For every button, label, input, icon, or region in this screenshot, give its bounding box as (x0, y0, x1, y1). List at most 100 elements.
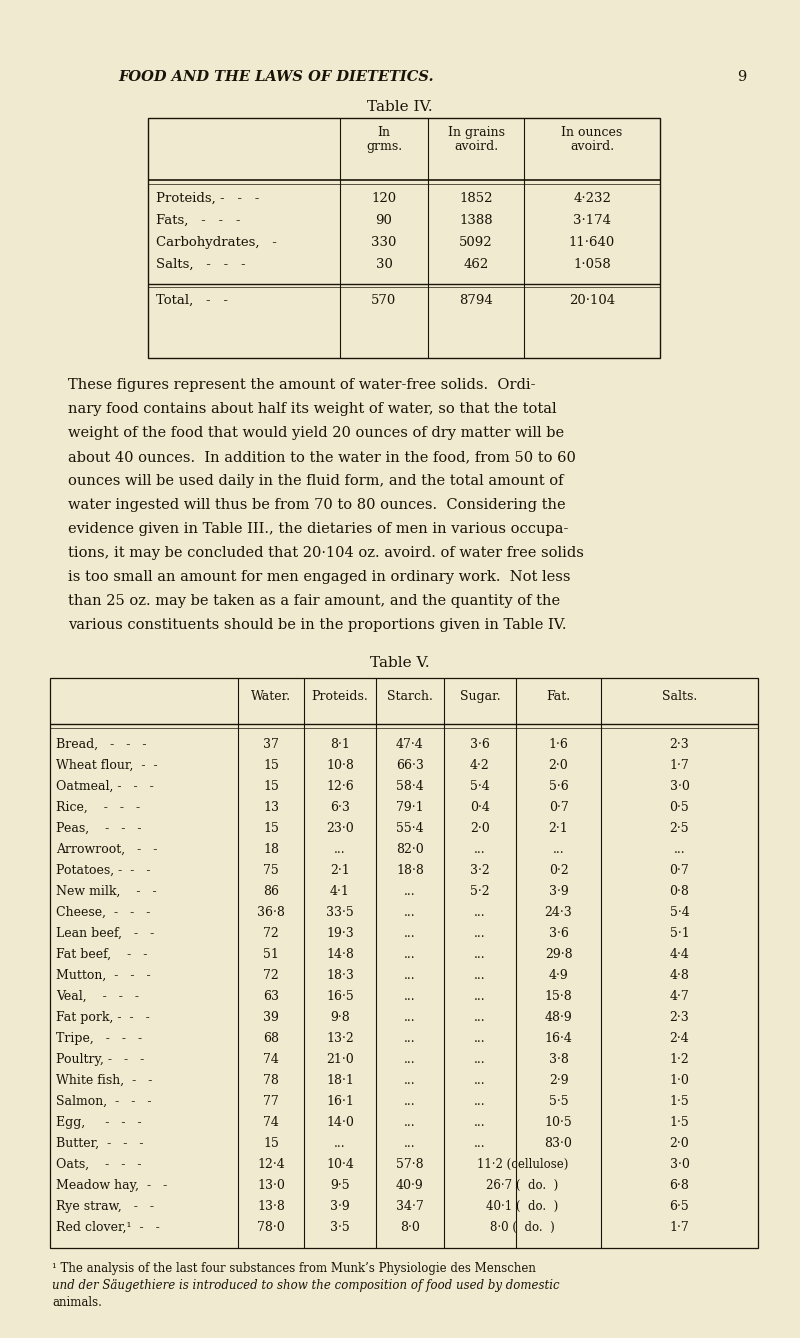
Text: 8794: 8794 (459, 294, 493, 306)
Text: ...: ... (404, 884, 416, 898)
Text: 2·0: 2·0 (549, 759, 568, 772)
Text: 78·0: 78·0 (257, 1222, 285, 1234)
Text: 5·2: 5·2 (470, 884, 490, 898)
Text: 0·2: 0·2 (549, 864, 568, 876)
Text: ...: ... (474, 949, 486, 961)
Text: 2·3: 2·3 (670, 739, 690, 751)
Text: ...: ... (474, 906, 486, 919)
Text: 21·0: 21·0 (326, 1053, 354, 1066)
Text: 3·6: 3·6 (549, 927, 569, 941)
Text: 26·7 (  do.  ): 26·7 ( do. ) (486, 1179, 558, 1192)
Text: 4·1: 4·1 (330, 884, 350, 898)
Text: Table V.: Table V. (370, 656, 430, 670)
Text: 78: 78 (263, 1074, 279, 1086)
Text: 15: 15 (263, 1137, 279, 1149)
Text: ...: ... (674, 843, 686, 856)
Text: ...: ... (474, 1032, 486, 1045)
Text: 10·8: 10·8 (326, 759, 354, 772)
Text: ...: ... (404, 969, 416, 982)
Text: water ingested will thus be from 70 to 80 ounces.  Considering the: water ingested will thus be from 70 to 8… (68, 498, 566, 512)
Text: 5·1: 5·1 (670, 927, 690, 941)
Text: 14·0: 14·0 (326, 1116, 354, 1129)
Text: 3·0: 3·0 (670, 780, 690, 793)
Text: 4·2: 4·2 (470, 759, 490, 772)
Text: Lean beef,   -   -: Lean beef, - - (56, 927, 154, 941)
Text: various constituents should be in the proportions given in Table IV.: various constituents should be in the pr… (68, 618, 566, 632)
Text: 11·640: 11·640 (569, 235, 615, 249)
Text: 0·7: 0·7 (549, 801, 568, 814)
Text: ...: ... (474, 927, 486, 941)
Text: 34·7: 34·7 (396, 1200, 424, 1214)
Text: Poultry, -   -   -: Poultry, - - - (56, 1053, 144, 1066)
Text: 3·0: 3·0 (670, 1157, 690, 1171)
Text: 20·104: 20·104 (569, 294, 615, 306)
Text: 13: 13 (263, 801, 279, 814)
Text: 2·9: 2·9 (549, 1074, 568, 1086)
Text: 1·6: 1·6 (549, 739, 569, 751)
Text: 15: 15 (263, 759, 279, 772)
Text: 5·5: 5·5 (549, 1094, 568, 1108)
Text: 75: 75 (263, 864, 279, 876)
Text: 1·058: 1·058 (573, 258, 611, 272)
Text: tions, it may be concluded that 20·104 oz. avoird. of water free solids: tions, it may be concluded that 20·104 o… (68, 546, 584, 561)
Text: New milk,    -   -: New milk, - - (56, 884, 157, 898)
Text: Mutton,  -   -   -: Mutton, - - - (56, 969, 150, 982)
Text: 4·7: 4·7 (670, 990, 690, 1004)
Text: 30: 30 (375, 258, 393, 272)
Text: 5·4: 5·4 (670, 906, 690, 919)
Text: Veal,    -   -   -: Veal, - - - (56, 990, 139, 1004)
Text: 14·8: 14·8 (326, 949, 354, 961)
Text: 1·5: 1·5 (670, 1094, 690, 1108)
Text: ...: ... (474, 1012, 486, 1024)
Text: 37: 37 (263, 739, 279, 751)
Text: 16·4: 16·4 (545, 1032, 573, 1045)
Text: Butter,  -   -   -: Butter, - - - (56, 1137, 143, 1149)
Text: Peas,    -   -   -: Peas, - - - (56, 822, 142, 835)
Text: ...: ... (474, 1094, 486, 1108)
Text: 462: 462 (463, 258, 489, 272)
Text: ...: ... (474, 990, 486, 1004)
Text: Fat pork, -  -   -: Fat pork, - - - (56, 1012, 150, 1024)
Text: 82·0: 82·0 (396, 843, 424, 856)
Text: 33·5: 33·5 (326, 906, 354, 919)
Text: FOOD AND THE LAWS OF DIETETICS.: FOOD AND THE LAWS OF DIETETICS. (118, 70, 434, 84)
Text: Fat beef,    -   -: Fat beef, - - (56, 949, 147, 961)
Text: 68: 68 (263, 1032, 279, 1045)
Text: Salmon,  -   -   -: Salmon, - - - (56, 1094, 151, 1108)
Text: 39: 39 (263, 1012, 279, 1024)
Text: ...: ... (404, 1116, 416, 1129)
Text: Fats,   -   -   -: Fats, - - - (156, 214, 241, 227)
Text: 3·8: 3·8 (549, 1053, 569, 1066)
Text: ...: ... (404, 1012, 416, 1024)
Text: 13·8: 13·8 (257, 1200, 285, 1214)
Text: Salts.: Salts. (662, 690, 697, 702)
Text: ounces will be used daily in the fluid form, and the total amount of: ounces will be used daily in the fluid f… (68, 474, 563, 488)
Text: 2·0: 2·0 (470, 822, 490, 835)
Text: evidence given in Table III., the dietaries of men in various occupa-: evidence given in Table III., the dietar… (68, 522, 568, 537)
Text: Egg,     -   -   -: Egg, - - - (56, 1116, 142, 1129)
Text: 63: 63 (263, 990, 279, 1004)
Text: ...: ... (334, 843, 346, 856)
Text: Fat.: Fat. (546, 690, 570, 702)
Text: 0·7: 0·7 (670, 864, 690, 876)
Text: animals.: animals. (52, 1297, 102, 1309)
Text: Wheat flour,  -  -: Wheat flour, - - (56, 759, 158, 772)
Text: grms.: grms. (366, 140, 402, 153)
Text: 3·5: 3·5 (330, 1222, 350, 1234)
Text: 2·3: 2·3 (670, 1012, 690, 1024)
Text: ...: ... (474, 1137, 486, 1149)
Text: 2·0: 2·0 (670, 1137, 690, 1149)
Text: Total,   -   -: Total, - - (156, 294, 228, 306)
Text: 15: 15 (263, 822, 279, 835)
Text: 12·6: 12·6 (326, 780, 354, 793)
Text: Rye straw,   -   -: Rye straw, - - (56, 1200, 154, 1214)
Text: 1·0: 1·0 (670, 1074, 690, 1086)
Text: 72: 72 (263, 969, 279, 982)
Text: ...: ... (553, 843, 564, 856)
Text: 1852: 1852 (459, 191, 493, 205)
Text: 3·6: 3·6 (470, 739, 490, 751)
Text: 5·4: 5·4 (470, 780, 490, 793)
Text: ...: ... (474, 1074, 486, 1086)
Text: ...: ... (404, 1032, 416, 1045)
Text: Starch.: Starch. (387, 690, 433, 702)
